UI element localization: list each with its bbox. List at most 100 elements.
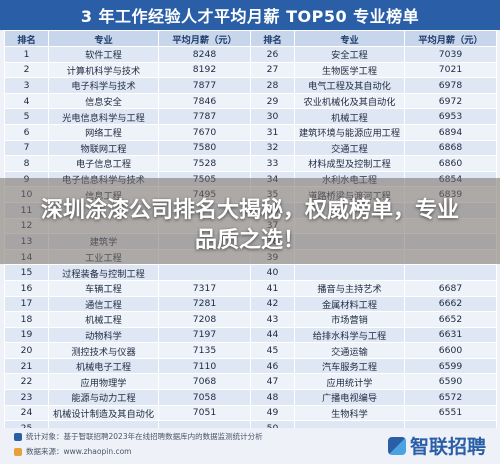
header-major-left: 专业 <box>48 30 159 47</box>
header-salary-right: 平均月薪（元） <box>404 30 497 47</box>
table-row: 19 动物科学 7197 44 给排水科学与工程 6631 <box>4 326 497 344</box>
cell-rank-right: 31 <box>250 123 295 141</box>
page-title: 3 年工作经验人才平均月薪 TOP50 专业榜单 <box>0 0 500 30</box>
table-row: 4 信息安全 7846 29 农业机械化及其自动化 6972 <box>4 92 497 110</box>
cell-major-right: 市场营销 <box>294 311 405 328</box>
footer-source-line: 数据来源：www.zhaopin.com <box>14 446 131 457</box>
table-row: 7 物联网工程 7580 32 交通工程 6868 <box>4 139 497 157</box>
cell-rank-right: 43 <box>250 311 295 328</box>
cell-salary-left: 7135 <box>158 342 251 359</box>
cell-major-left: 能源与动力工程 <box>48 389 159 406</box>
footer-stat: 统计对象：基于智联招聘2023年在线招聘数据库内的数据监测统计分析 <box>26 432 263 441</box>
cell-salary-left: 7197 <box>158 326 251 344</box>
cell-salary-left: 7058 <box>158 389 251 406</box>
table-row: 20 测控技术与仪器 7135 45 交通运输 6600 <box>4 342 497 359</box>
cell-rank-left: 7 <box>4 139 49 157</box>
cell-salary-right: 6551 <box>404 404 497 422</box>
footer-source: 数据来源：www.zhaopin.com <box>26 447 132 456</box>
cell-major-left: 电子科学与技术 <box>48 77 159 94</box>
cell-rank-right: 45 <box>250 342 295 359</box>
cell-salary-left: 8248 <box>158 46 251 63</box>
cell-major-right: 机械工程 <box>294 108 405 125</box>
cell-salary-right: 6868 <box>404 139 497 157</box>
cell-salary-right: 6978 <box>404 77 497 94</box>
cell-rank-right: 49 <box>250 404 295 422</box>
cell-major-left: 软件工程 <box>48 46 159 63</box>
cell-salary-left: 7110 <box>158 357 251 375</box>
cell-major-right: 安全工程 <box>294 46 405 63</box>
cell-major-right: 金属材料工程 <box>294 295 405 313</box>
cell-salary-left: 7281 <box>158 295 251 313</box>
cell-major-right: 应用统计学 <box>294 373 405 391</box>
cell-major-right: 农业机械化及其自动化 <box>294 92 405 110</box>
cell-major-right: 建筑环境与能源应用工程 <box>294 123 405 141</box>
cell-salary-right: 6599 <box>404 357 497 375</box>
cell-salary-left: 7787 <box>158 108 251 125</box>
header-rank-right: 排名 <box>250 30 295 47</box>
table-row: 3 电子科学与技术 7877 28 电气工程及其自动化 6978 <box>4 77 497 94</box>
cell-major-right: 交通工程 <box>294 139 405 157</box>
cell-salary-right <box>404 264 497 281</box>
cell-rank-right: 30 <box>250 108 295 125</box>
cell-salary-right: 6687 <box>404 279 497 297</box>
cell-major-left: 物联网工程 <box>48 139 159 157</box>
header-major-right: 专业 <box>294 30 405 47</box>
stat-bullet-icon <box>14 432 22 441</box>
cell-salary-left: 7877 <box>158 77 251 94</box>
cell-major-left: 应用物理学 <box>48 373 159 391</box>
table-row: 6 网络工程 7670 31 建筑环境与能源应用工程 6894 <box>4 123 497 141</box>
cell-rank-left: 15 <box>4 264 49 281</box>
cell-rank-right: 44 <box>250 326 295 344</box>
cell-salary-right: 7039 <box>404 46 497 63</box>
cell-rank-left: 21 <box>4 357 49 375</box>
footer-stat-line: 统计对象：基于智联招聘2023年在线招聘数据库内的数据监测统计分析 <box>14 431 263 442</box>
cell-rank-right: 40 <box>250 264 295 281</box>
table-row: 15 过程装备与控制工程 40 <box>4 264 497 281</box>
cell-major-right: 播音与主持艺术 <box>294 279 405 297</box>
table-row: 21 机械电子工程 7110 46 汽车服务工程 6599 <box>4 357 497 375</box>
cell-rank-left: 6 <box>4 123 49 141</box>
cell-major-right: 生物医学工程 <box>294 61 405 79</box>
cell-rank-right: 33 <box>250 155 295 172</box>
headline: 深圳涂漆公司排名大揭秘，权威榜单，专业品质之选！ <box>40 198 459 253</box>
footer <box>0 428 500 464</box>
table-row: 17 通信工程 7281 42 金属材料工程 6662 <box>4 295 497 313</box>
cell-rank-left: 23 <box>4 389 49 406</box>
cell-major-right: 给排水科学与工程 <box>294 326 405 344</box>
cell-major-left: 信息安全 <box>48 92 159 110</box>
cell-major-left: 机械电子工程 <box>48 357 159 375</box>
cell-rank-left: 18 <box>4 311 49 328</box>
cell-major-left: 车辆工程 <box>48 279 159 297</box>
cell-salary-right: 6662 <box>404 295 497 313</box>
cell-rank-left: 1 <box>4 46 49 63</box>
cell-salary-right: 6590 <box>404 373 497 391</box>
table-row: 16 车辆工程 7317 41 播音与主持艺术 6687 <box>4 279 497 297</box>
cell-rank-left: 2 <box>4 61 49 79</box>
table-row: 22 应用物理学 7068 47 应用统计学 6590 <box>4 373 497 391</box>
cell-salary-left: 7846 <box>158 92 251 110</box>
cell-salary-right: 6953 <box>404 108 497 125</box>
cell-salary-left: 7670 <box>158 123 251 141</box>
table-row: 23 能源与动力工程 7058 48 广播电视编导 6572 <box>4 389 497 406</box>
cell-major-right: 广播电视编导 <box>294 389 405 406</box>
table-row: 8 电子信息工程 7528 33 材料成型及控制工程 6860 <box>4 155 497 172</box>
cell-major-left: 光电信息科学与工程 <box>48 108 159 125</box>
cell-salary-right: 6972 <box>404 92 497 110</box>
cell-salary-left: 8192 <box>158 61 251 79</box>
table-row: 18 机械工程 7208 43 市场营销 6652 <box>4 311 497 328</box>
cell-rank-left: 17 <box>4 295 49 313</box>
table-row: 1 软件工程 8248 26 安全工程 7039 <box>4 46 497 63</box>
cell-major-left: 机械设计制造及其自动化 <box>48 404 159 422</box>
cell-major-right: 交通运输 <box>294 342 405 359</box>
cell-rank-left: 5 <box>4 108 49 125</box>
table-row: 24 机械设计制造及其自动化 7051 49 生物科学 6551 <box>4 404 497 422</box>
cell-rank-left: 4 <box>4 92 49 110</box>
cell-salary-left: 7208 <box>158 311 251 328</box>
cell-salary-left: 7317 <box>158 279 251 297</box>
cell-salary-right: 6600 <box>404 342 497 359</box>
cell-major-right: 汽车服务工程 <box>294 357 405 375</box>
cell-rank-right: 47 <box>250 373 295 391</box>
brand-name: 智联招聘 <box>409 436 486 458</box>
cell-rank-left: 19 <box>4 326 49 344</box>
